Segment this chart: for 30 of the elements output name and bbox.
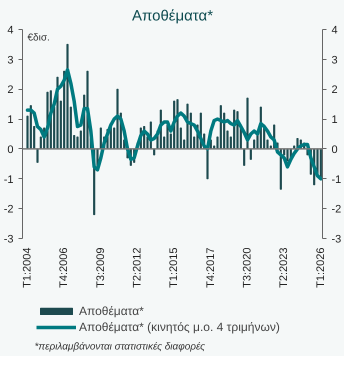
x-tick-label: T2:2023 [278, 247, 290, 288]
y-tick-label: 2 [7, 84, 14, 96]
y2-tick-label: 4 [332, 24, 338, 36]
x-tick-label: T1:2026 [314, 247, 327, 288]
x-tick-label: T1:2015 [168, 247, 180, 288]
y2-tick-label: 3 [332, 54, 338, 66]
y-tick-label: 4 [7, 24, 14, 36]
y2-tick-label: -1 [332, 174, 342, 186]
y2-tick-label: 1 [332, 114, 338, 126]
y2-tick-label: 2 [332, 84, 338, 96]
y2-tick-label: 0 [332, 144, 338, 156]
text: *περιλαμβάνονται στατιστικές διαφορές [34, 342, 206, 352]
y2-tick-label: -2 [332, 204, 342, 216]
y-tick-label: -2 [4, 204, 14, 216]
x-tick-label: T4:2006 [58, 247, 70, 288]
y-tick-label: 1 [7, 114, 14, 126]
y-tick-label: 3 [7, 54, 14, 66]
y2-tick-label: -3 [332, 234, 342, 246]
x-tick-label: T1:2004 [22, 247, 34, 288]
legend-label: Αποθέματα* (κινητός μ.ο. 4 τριμήνων) [79, 320, 280, 334]
y-tick-label: 0 [7, 144, 14, 156]
y-tick-label: -3 [4, 234, 14, 246]
y-tick-label: -1 [4, 174, 14, 186]
x-tick-label: T4:2017 [204, 247, 217, 288]
x-tick-label: T3:2020 [242, 247, 254, 288]
x-tick-label: T3:2009 [94, 247, 107, 288]
chart-title: Αποθέματα* [132, 8, 214, 24]
legend-label: Αποθέματα* [79, 304, 144, 318]
annotation: €δισ. [28, 32, 50, 44]
x-tick-label: T2:2012 [132, 247, 144, 288]
